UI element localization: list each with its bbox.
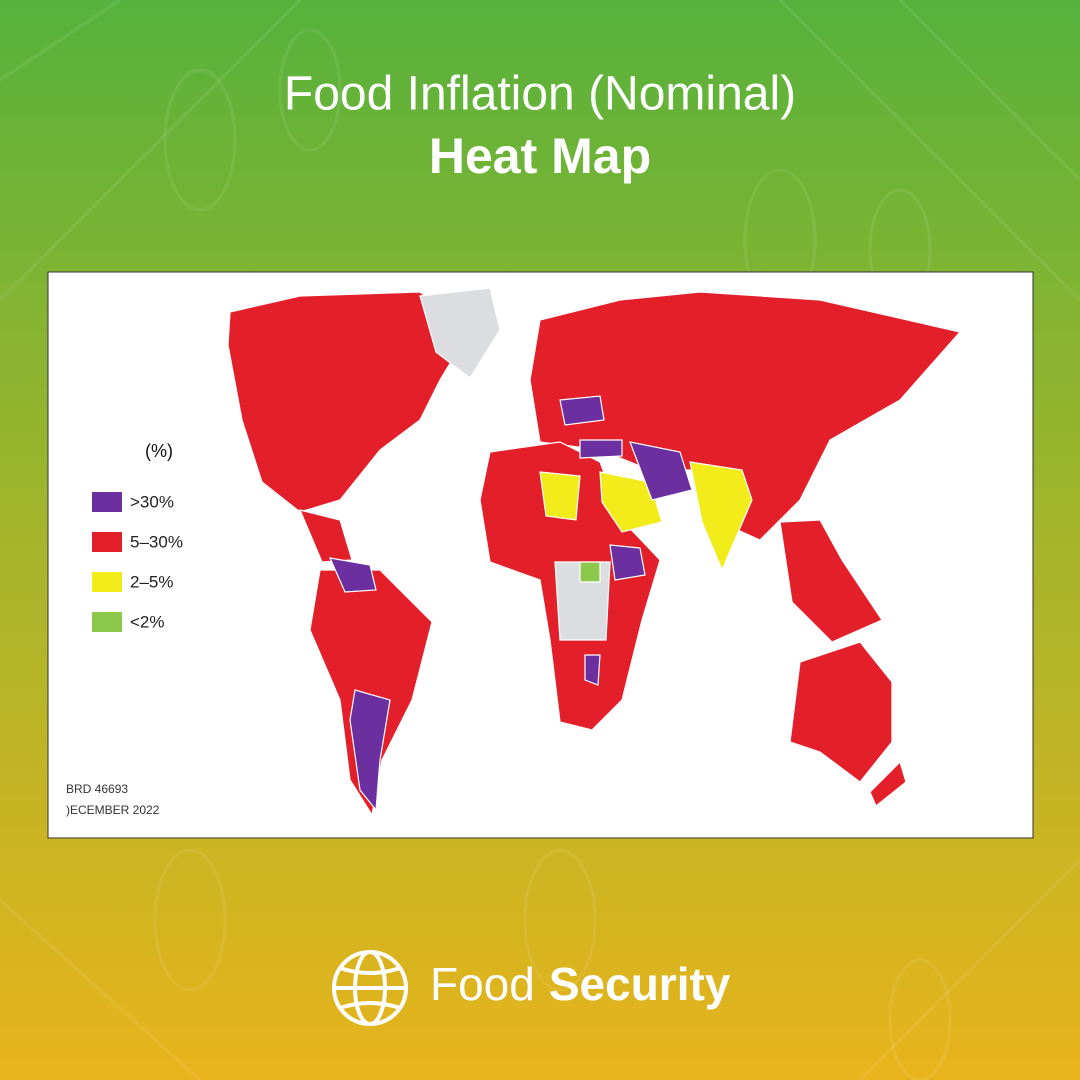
ethiopia xyxy=(609,544,646,581)
legend-label: 2–5% xyxy=(130,572,173,591)
legend-label: 5–30% xyxy=(130,532,183,551)
map-panel: (%) >30% 5–30% 2–5% <2% BRD 46693 )ECEMBER … xyxy=(47,271,1034,839)
iran xyxy=(629,441,693,501)
argentina xyxy=(349,689,391,812)
north-america xyxy=(227,291,471,513)
legend-swatch xyxy=(92,532,122,552)
brand-light: Food xyxy=(430,958,535,1010)
subtitle: Heat Map xyxy=(429,128,651,184)
new-zealand xyxy=(869,760,907,807)
legend-title: (%) xyxy=(145,441,173,461)
zimbabwe xyxy=(584,654,601,686)
map-id: BRD 46693 xyxy=(66,782,128,796)
legend-label: <2% xyxy=(130,612,165,631)
legend-swatch xyxy=(92,492,122,512)
legend: >30% 5–30% 2–5% <2% xyxy=(92,492,183,632)
map-date: )ECEMBER 2022 xyxy=(66,803,160,817)
libya xyxy=(539,471,581,521)
legend-label: >30% xyxy=(130,492,174,511)
india xyxy=(689,461,753,572)
brand-logo xyxy=(332,950,408,1026)
eastern-europe xyxy=(559,395,605,426)
title: Food Inflation (Nominal) xyxy=(284,68,796,121)
south-sudan xyxy=(579,561,601,583)
greenland xyxy=(419,287,501,379)
southeast-asia xyxy=(779,519,883,643)
legend-swatch xyxy=(92,612,122,632)
brand-bold: Security xyxy=(549,958,731,1010)
australia xyxy=(789,641,893,783)
central-america xyxy=(298,509,353,563)
venezuela xyxy=(328,557,377,593)
eurasia xyxy=(529,291,962,541)
turkey xyxy=(579,439,623,459)
world-map xyxy=(227,287,962,817)
legend-swatch xyxy=(92,572,122,592)
brand: Food Security xyxy=(430,958,731,1010)
